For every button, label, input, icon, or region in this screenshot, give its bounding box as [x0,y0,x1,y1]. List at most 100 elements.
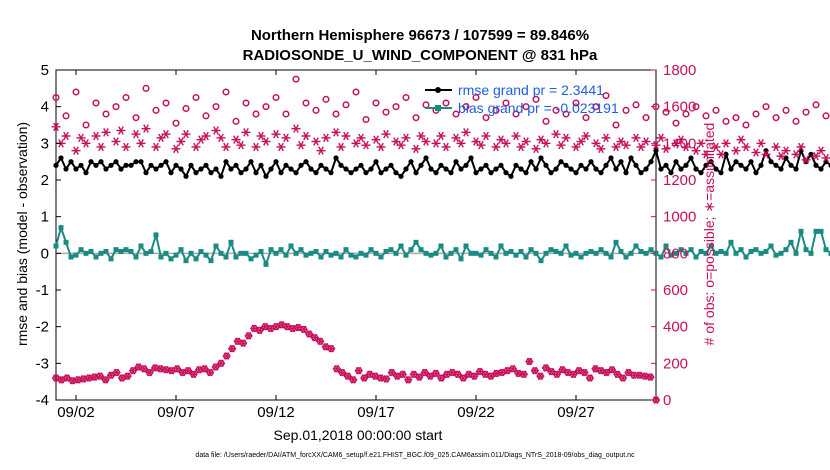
obs-possible-point [472,93,480,102]
bias-point [118,249,124,254]
obs-assimilated-point [404,376,413,384]
obs-possible-point [742,121,750,129]
obs-assimilated-stroke [642,372,648,380]
rmse-point [453,159,459,165]
obs-possible-point [712,106,720,114]
right-tick-label: 1000 [663,209,696,226]
obs-assimilated-point [571,142,581,152]
rmse-point [403,166,409,172]
bias-point [693,254,699,260]
obs-assimilated-point [521,137,531,146]
obs-assimilated-point [580,368,589,377]
rmse-point [323,166,329,172]
bias-point [503,250,509,256]
obs-assimilated-stroke [213,126,219,135]
bias-point [58,225,64,231]
right-tick-label: 800 [663,245,688,262]
obs-possible-point [252,110,260,118]
rmse-point [488,170,494,176]
obs-assimilated-point [256,131,266,141]
obs-assimilated-point [112,368,121,377]
rmse-point [138,159,144,165]
obs-assimilated-point [361,140,371,150]
obs-assimilated-stroke [93,131,99,141]
obs-assimilated-point [338,368,347,377]
rmse-point [638,170,644,176]
rmse-point [203,162,209,168]
bias-point [768,243,774,249]
bias-point [638,249,644,254]
rmse-point [473,170,479,176]
rmse-point [83,170,89,176]
obs-assimilated-point [398,370,407,379]
obs-assimilated-stroke [218,133,224,143]
obs-assimilated-stroke [587,374,593,382]
obs-assimilated-point [508,365,517,373]
obs-assimilated-point [255,326,264,335]
obs-assimilated-point [411,144,421,154]
obs-assimilated-stroke [559,365,565,374]
obs-assimilated-stroke [147,368,153,377]
obs-assimilated-stroke [169,366,175,375]
obs-possible-point [692,103,700,111]
obs-assimilated-stroke [262,322,268,331]
obs-assimilated-stroke [253,142,259,152]
rmse-point [263,173,269,179]
bias-point [618,249,624,254]
obs-possible-point [632,101,640,109]
obs-assimilated-stroke [503,139,509,148]
rmse-point [388,162,394,168]
obs-assimilated-stroke [478,140,484,150]
left-tick-label: -1 [36,282,49,299]
bias-point [363,252,369,258]
obs-assimilated-stroke [523,137,529,146]
rmse-point [243,166,249,172]
obs-assimilated-stroke [493,142,499,152]
obs-assimilated-stroke [345,372,351,380]
obs-possible-point [132,114,140,122]
obs-assimilated-stroke [578,137,584,146]
obs-possible-point [512,110,520,118]
bias-point [423,250,429,256]
obs-possible-point [322,95,330,103]
rmse-point [623,170,629,176]
bias-point [253,252,259,258]
obs-assimilated-stroke [313,137,319,146]
obs-assimilated-point [481,131,491,141]
obs-possible-point [602,92,610,100]
bias-point [383,249,389,254]
rmse-point [88,159,94,165]
rmse-point [353,166,359,172]
x-axis-ticks: 09/02 09/07 09/12 09/17 09/22 09/27 [57,70,595,421]
left-tick-label: -3 [36,355,49,372]
bias-point [238,250,244,256]
obs-assimilated-stroke [463,128,469,137]
rmse-point [468,155,474,161]
obs-assimilated-point [736,135,746,144]
bias-point [703,250,709,256]
bias-point [413,239,419,245]
obs-assimilated-stroke [713,142,719,152]
obs-assimilated-point [341,131,351,141]
obs-assimilated-stroke [400,370,406,379]
obs-possible-point [682,110,690,118]
bias-point [663,243,669,249]
right-tick-label: 1800 [663,62,696,79]
obs-possible-point [462,103,470,111]
obs-possible-point [422,101,430,109]
obs-assimilated-stroke [823,153,829,163]
bias-point [588,249,594,254]
legend-bias-marker [435,105,441,111]
bias-point [208,258,214,264]
obs-assimilated-point [236,140,246,150]
obs-assimilated-point [519,370,528,379]
obs-assimilated-point [741,142,751,152]
rmse-point [563,162,569,168]
bias-point [193,256,199,262]
rmse-point [98,159,104,165]
obs-assimilated-stroke [263,137,269,146]
obs-assimilated-point [261,137,271,146]
obs-assimilated-point [327,344,336,353]
left-tick-label: 5 [41,62,49,79]
obs-possible-point [402,93,410,102]
